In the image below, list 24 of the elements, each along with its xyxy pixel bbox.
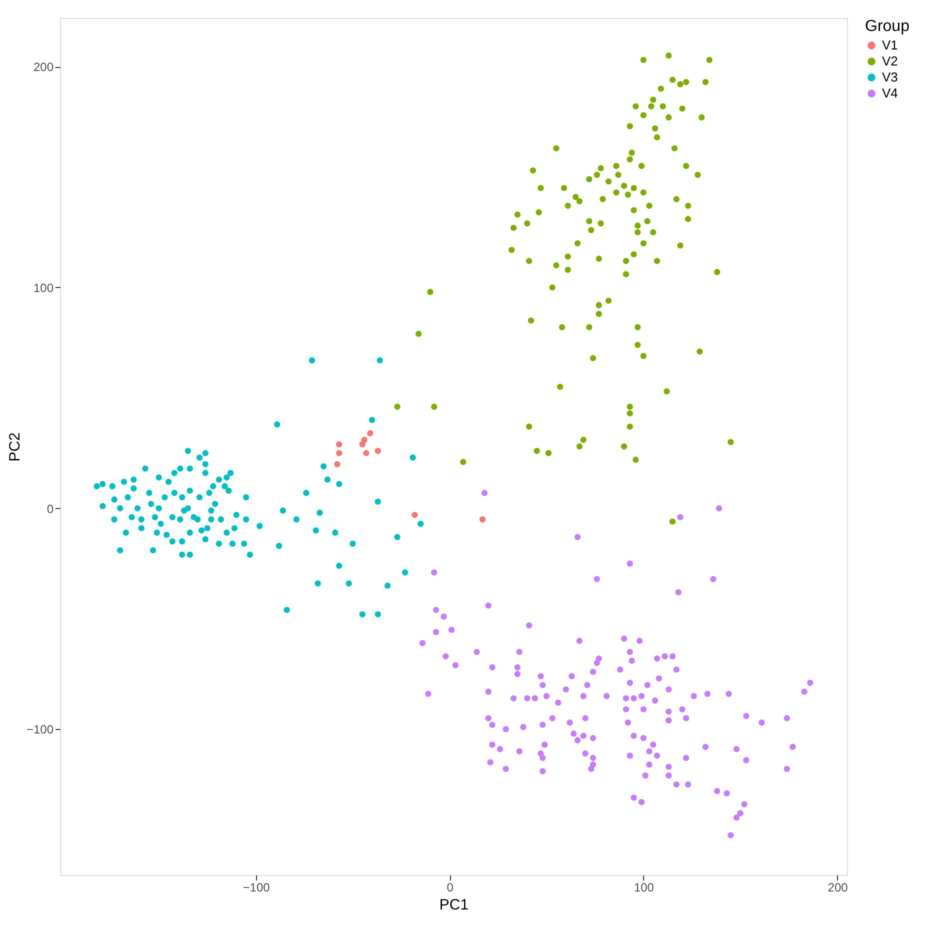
y-axis-title: PC2 xyxy=(6,432,24,462)
point xyxy=(479,516,486,522)
x-tick-label: 0 xyxy=(446,880,454,894)
legend-label: V2 xyxy=(882,54,898,68)
legend-label: V4 xyxy=(882,86,898,100)
x-tick-label: 200 xyxy=(828,880,848,894)
y-tick-label: 200 xyxy=(33,60,54,74)
legend-title: Group xyxy=(865,18,910,35)
y-tick-label: −100 xyxy=(26,722,54,737)
point xyxy=(334,461,340,468)
y-tick-label: 0 xyxy=(46,502,54,516)
point xyxy=(367,430,374,436)
legend-label: V3 xyxy=(882,70,898,84)
legend-label: V1 xyxy=(882,38,898,52)
point xyxy=(336,441,342,448)
point xyxy=(412,512,418,518)
point xyxy=(336,450,342,456)
point xyxy=(359,441,366,448)
x-tick-label: 100 xyxy=(634,880,654,894)
y-tick-label: 100 xyxy=(33,280,54,295)
point xyxy=(374,448,381,454)
x-tick-label: −100 xyxy=(242,880,270,894)
x-axis-title: PC1 xyxy=(439,896,469,914)
point xyxy=(363,450,370,456)
